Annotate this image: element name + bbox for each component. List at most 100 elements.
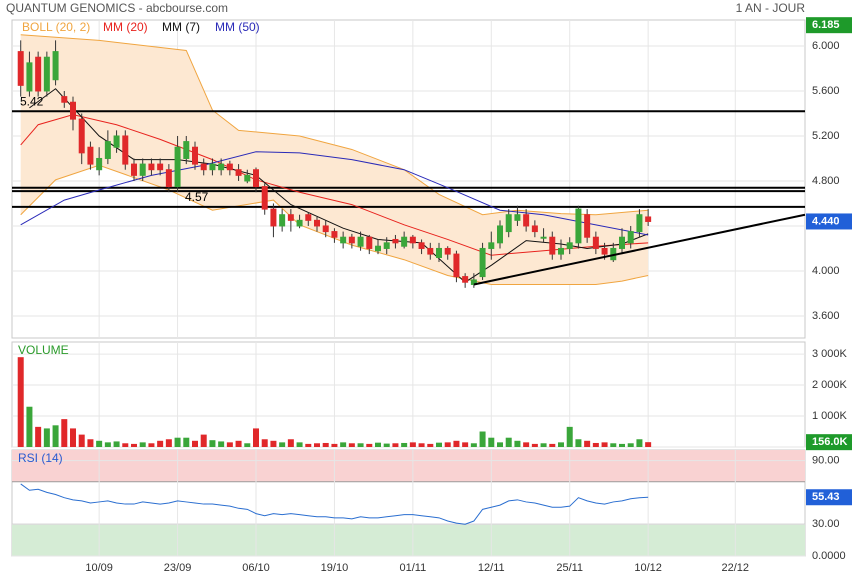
level-label: 5.42 xyxy=(20,94,44,108)
candle-body xyxy=(279,214,286,227)
x-tick-label: 06/10 xyxy=(242,562,270,574)
volume-bar xyxy=(488,437,495,447)
candle-body xyxy=(331,231,338,238)
volume-bar xyxy=(366,443,373,447)
candle-body xyxy=(17,51,24,86)
volume-bar xyxy=(523,442,530,447)
volume-bar xyxy=(192,440,198,447)
candle-body xyxy=(43,56,50,92)
candle-body xyxy=(261,186,268,210)
volume-bar xyxy=(131,443,137,447)
volume-bar xyxy=(453,440,460,447)
volume-bar xyxy=(383,443,390,447)
x-tick-label: 23/09 xyxy=(164,562,192,574)
volume-bar xyxy=(270,440,277,447)
rsi-line xyxy=(20,483,649,525)
y-tick-label: 3 000K xyxy=(812,348,848,360)
candle-body xyxy=(26,62,33,92)
volume-bar xyxy=(244,443,251,447)
y-tick-label: 90.00 xyxy=(812,455,840,467)
volume-bar xyxy=(584,440,591,447)
candle-body xyxy=(52,51,59,81)
candle-body xyxy=(192,146,198,165)
y-tick-label: 1 000K xyxy=(812,410,848,422)
volume-bar xyxy=(35,426,42,447)
rsi-zone xyxy=(12,524,805,556)
volume-bar xyxy=(348,443,355,447)
candle-body xyxy=(531,225,538,233)
candle-body xyxy=(383,242,390,249)
x-tick-label: 10/09 xyxy=(85,562,113,574)
volume-bar xyxy=(200,434,207,447)
candle-body xyxy=(348,236,355,244)
value-badge-label: 156.0K xyxy=(812,436,848,448)
volume-bar xyxy=(148,443,155,447)
volume-bar xyxy=(409,442,416,447)
value-badge xyxy=(806,17,852,34)
candle-body xyxy=(165,169,172,188)
level-label: 4.57 xyxy=(185,190,209,204)
candle-body xyxy=(157,163,164,171)
volume-bar xyxy=(17,357,24,447)
volume-bar xyxy=(139,442,146,447)
x-tick-label: 01/11 xyxy=(399,562,426,574)
value-badge-label: 55.43 xyxy=(812,491,840,503)
value-badge-label: 6.185 xyxy=(812,19,840,31)
candle-body xyxy=(523,214,530,227)
candle-body xyxy=(209,163,216,171)
panel xyxy=(11,341,806,448)
volume-bar xyxy=(226,442,233,447)
volume-bar xyxy=(253,428,259,447)
volume-bar xyxy=(357,443,364,447)
panel-title: RSI (14) xyxy=(18,451,63,465)
volume-bar xyxy=(43,428,50,447)
y-tick-label: 3.600 xyxy=(812,310,840,322)
volume-bar xyxy=(183,437,190,447)
candle-body xyxy=(584,214,591,238)
candle-body xyxy=(401,236,408,247)
volume-bar xyxy=(601,442,608,447)
volume-bar xyxy=(470,443,477,447)
x-tick-label: 19/10 xyxy=(321,562,349,574)
candle-body xyxy=(375,245,381,252)
volume-bar xyxy=(209,440,216,447)
candle-body xyxy=(436,247,442,258)
candle-body xyxy=(549,236,556,255)
candle-body xyxy=(305,214,312,221)
candle-body xyxy=(514,214,521,221)
candle-body xyxy=(462,276,469,283)
volume-bar xyxy=(165,439,172,447)
value-badge-label: 4.440 xyxy=(812,215,840,227)
candle-body xyxy=(200,163,207,171)
volume-bar xyxy=(26,406,33,447)
candle-body xyxy=(70,101,76,120)
candle-body xyxy=(270,208,277,227)
candle-body xyxy=(235,169,242,176)
volume-bar xyxy=(444,442,451,447)
candle-body xyxy=(418,242,425,249)
panel-title: VOLUME xyxy=(18,343,69,357)
value-badge xyxy=(806,213,852,230)
candle-body xyxy=(35,56,42,92)
volume-bar xyxy=(52,425,59,447)
candle-body xyxy=(78,118,85,154)
x-tick-label: 10/12 xyxy=(634,562,662,574)
candle-body xyxy=(627,231,634,244)
candle-body xyxy=(601,247,608,255)
candle-body xyxy=(218,163,225,171)
volume-bar xyxy=(549,443,556,447)
volume-bar xyxy=(296,442,303,447)
candle-body xyxy=(479,247,486,278)
volume-bar xyxy=(575,439,582,447)
volume-bar xyxy=(531,443,538,447)
candle-body xyxy=(322,225,329,233)
volume-bar xyxy=(314,443,320,447)
volume-bar xyxy=(331,443,338,447)
candle-body xyxy=(575,208,582,244)
trendline xyxy=(473,213,806,286)
volume-bar xyxy=(122,443,129,447)
candle-body xyxy=(174,146,181,188)
y-tick-label: 5.200 xyxy=(812,130,840,142)
boll-upper xyxy=(20,34,649,216)
volume-bar xyxy=(61,419,68,447)
